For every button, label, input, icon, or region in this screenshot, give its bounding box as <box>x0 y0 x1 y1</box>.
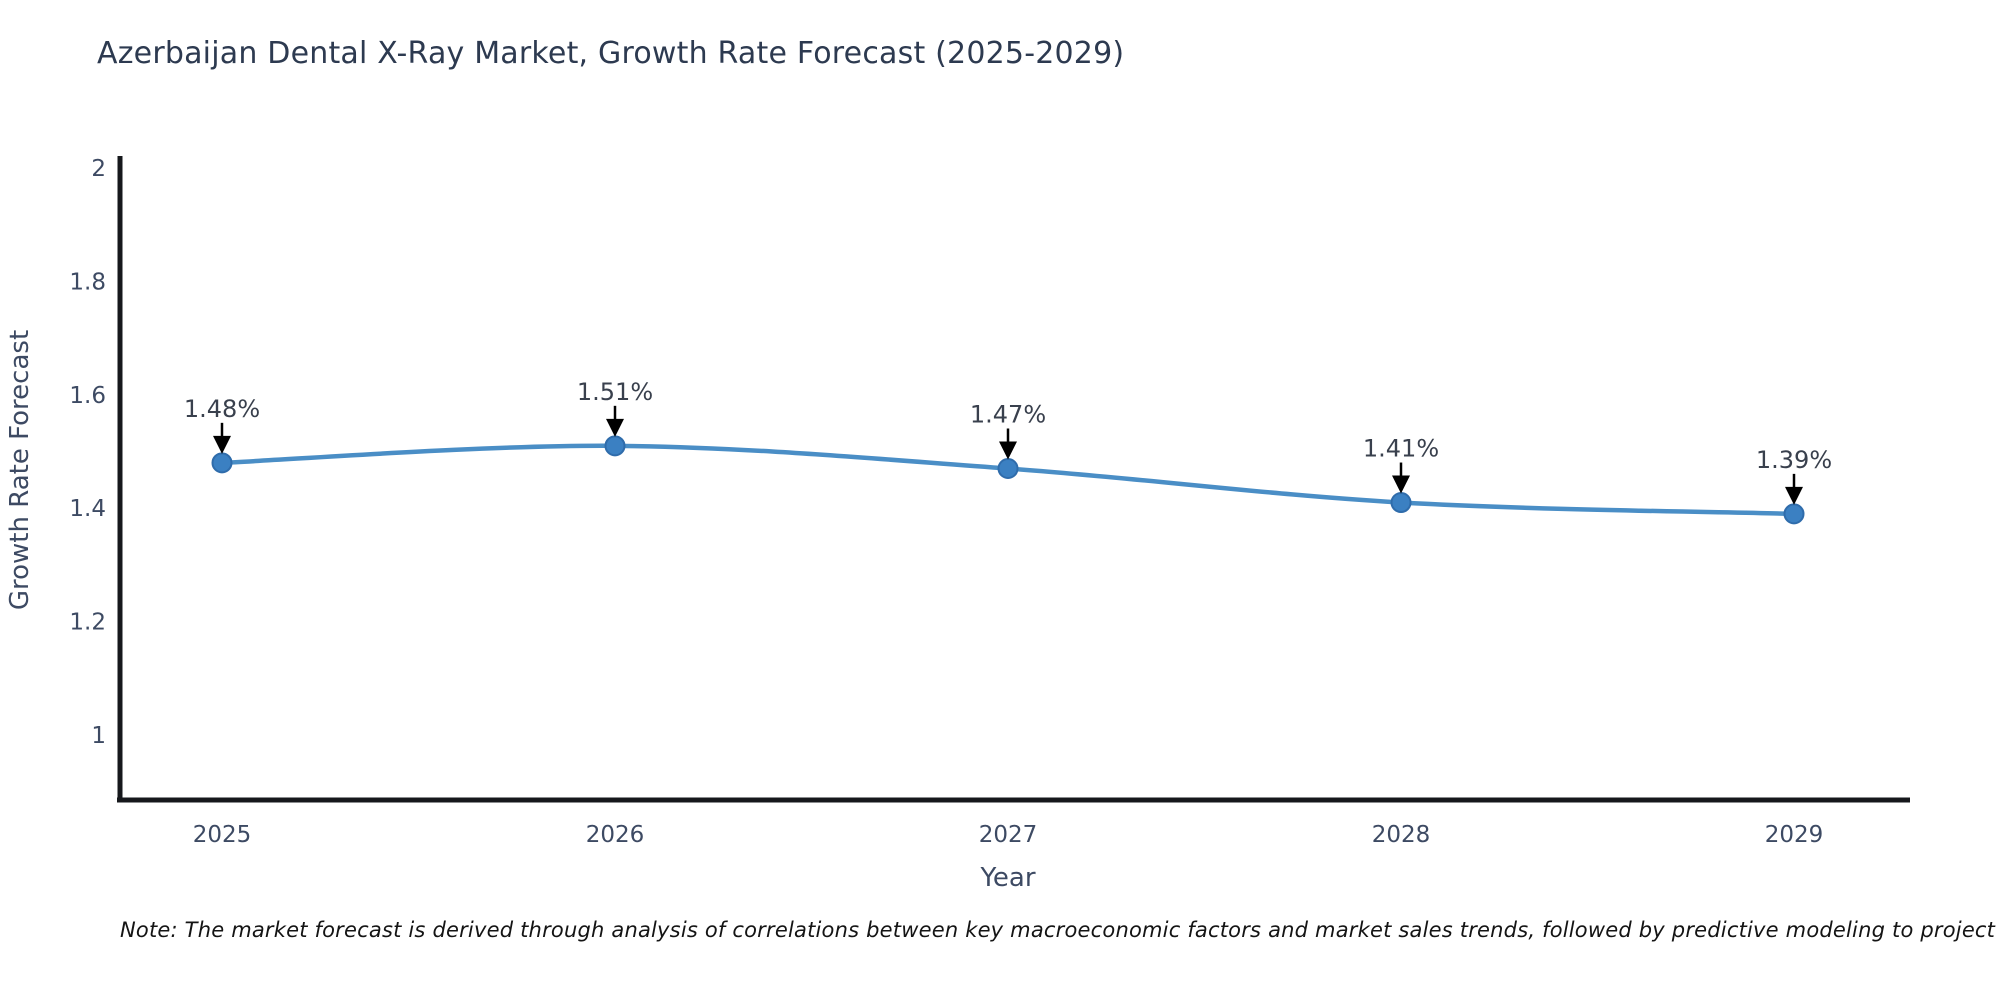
point-value-label: 1.51% <box>577 378 653 406</box>
data-point-marker <box>997 458 1019 480</box>
x-axis-title: Year <box>979 863 1035 893</box>
x-tick-label: 2026 <box>586 822 645 848</box>
annotation-arrow-head <box>1392 475 1410 494</box>
annotation-arrow-head <box>606 418 624 437</box>
chart-title: Azerbaijan Dental X-Ray Market, Growth R… <box>97 36 1125 71</box>
data-point-marker <box>1783 503 1805 525</box>
data-point-marker <box>211 452 233 474</box>
footnote: Note: The market forecast is derived thr… <box>120 918 2000 942</box>
y-tick-label: 2 <box>91 156 106 182</box>
x-tick-label: 2025 <box>193 822 252 848</box>
x-tick-label: 2028 <box>1372 822 1431 848</box>
y-tick-label: 1.2 <box>69 610 106 636</box>
annotation-arrow-head <box>213 435 231 454</box>
x-tick-label: 2029 <box>1765 822 1824 848</box>
annotation-arrow-head <box>1785 486 1803 505</box>
data-point-marker <box>1390 492 1412 514</box>
point-value-label: 1.48% <box>184 395 260 423</box>
x-tick-label: 2027 <box>979 822 1038 848</box>
y-tick-label: 1.6 <box>69 383 106 409</box>
y-tick-label: 1.4 <box>69 496 106 522</box>
point-value-label: 1.41% <box>1363 435 1439 463</box>
y-tick-label: 1 <box>91 723 106 749</box>
y-tick-label: 1.8 <box>69 269 106 295</box>
annotation-arrow-head <box>999 441 1017 460</box>
point-value-label: 1.47% <box>970 401 1046 429</box>
point-value-label: 1.39% <box>1756 446 1832 474</box>
y-axis-title: Growth Rate Forecast <box>5 330 35 610</box>
data-point-marker <box>604 435 626 457</box>
